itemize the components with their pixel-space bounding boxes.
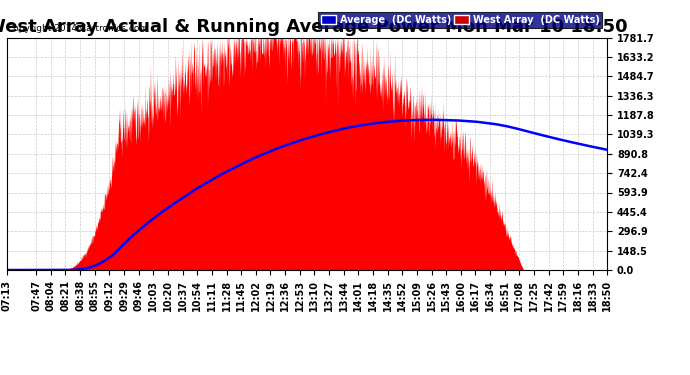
Title: West Array Actual & Running Average Power Mon Mar 10 18:50: West Array Actual & Running Average Powe…	[0, 18, 628, 36]
Legend: Average  (DC Watts), West Array  (DC Watts): Average (DC Watts), West Array (DC Watts…	[318, 12, 602, 28]
Text: Copyright 2014 Cartronics.com: Copyright 2014 Cartronics.com	[7, 24, 148, 33]
